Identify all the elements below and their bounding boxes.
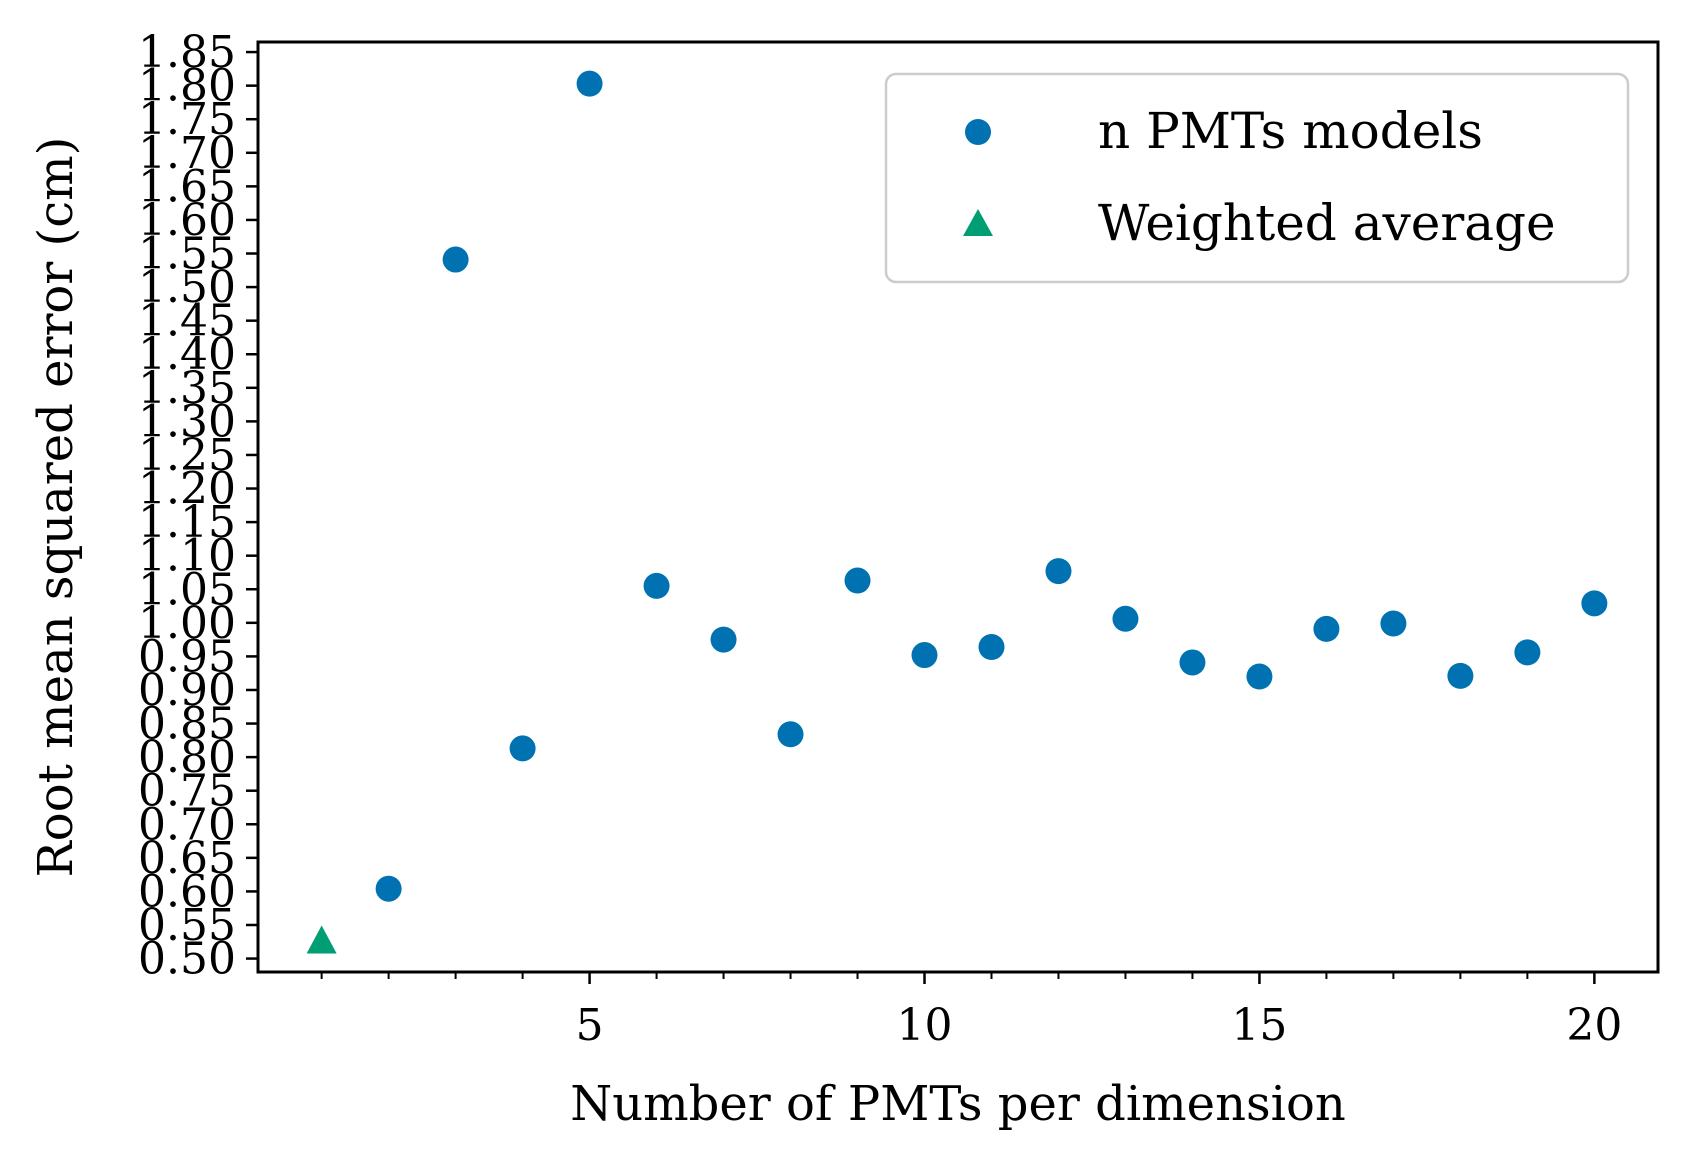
y-tick-label: 0.85 [138,699,236,750]
data-point-n-pmts-models [442,246,469,273]
y-tick-label: 1.40 [138,329,236,380]
y-tick-label: 1.15 [138,497,236,548]
data-point-weighted-average [306,925,337,954]
x-axis-ticks: 5 10 15 20 [320,972,1622,1051]
y-tick-label: 0.75 [138,766,236,817]
y-tick-label: 1.50 [138,262,236,313]
y-tick-label: 0.55 [138,900,236,951]
data-point-n-pmts-models [978,634,1005,661]
legend-entry-weighted-average: Weighted average [1098,194,1556,252]
y-tick-label: 1.30 [138,396,236,447]
y-tick-label: 0.65 [138,833,236,884]
legend-box [884,72,1630,284]
data-point-n-pmts-models [911,642,938,669]
y-tick-label: 1.80 [138,61,236,112]
y-tick-label: 0.70 [138,799,236,850]
data-point-n-pmts-models [1380,610,1407,637]
data-point-n-pmts-models [1313,615,1340,642]
y-tick-label: 1.20 [138,464,236,515]
legend-entry-n-pmts-models: n PMTs models [1098,102,1483,160]
data-point-n-pmts-models [375,875,402,902]
y-tick-label: 0.50 [138,934,236,985]
y-tick-label: 1.45 [138,296,236,347]
x-tick-label: 5 [576,1000,604,1051]
legend-marker-triangle [963,209,993,236]
y-tick-label: 1.85 [138,27,236,78]
data-point-n-pmts-models [1112,605,1139,632]
data-point-n-pmts-models [1447,662,1474,689]
y-tick-label: 1.60 [138,195,236,246]
y-tick-label: 1.25 [138,430,236,481]
y-tick-label: 1.65 [138,161,236,212]
y-tick-label: 0.60 [138,866,236,917]
data-point-n-pmts-models [576,70,603,97]
y-tick-label: 1.75 [138,94,236,145]
data-points [306,70,1608,954]
legend: n PMTs models Weighted average [884,72,1630,284]
data-point-n-pmts-models [844,567,871,594]
y-tick-label: 0.95 [138,631,236,682]
legend-marker-circle [965,119,991,145]
data-point-n-pmts-models [643,572,670,599]
y-tick-label: 0.80 [138,732,236,783]
data-point-n-pmts-models [1246,663,1273,690]
y-tick-label: 1.70 [138,128,236,179]
y-tick-label: 0.90 [138,665,236,716]
x-tick-label: 20 [1566,1000,1622,1051]
y-tick-label: 1.05 [138,564,236,615]
x-tick-label: 15 [1231,1000,1287,1051]
y-tick-label: 1.55 [138,229,236,280]
data-point-n-pmts-models [1581,590,1608,617]
y-tick-label: 1.10 [138,531,236,582]
y-tick-label: 1.00 [138,598,236,649]
x-tick-label: 10 [897,1000,953,1051]
y-tick-label: 1.35 [138,363,236,414]
y-axis-label: Root mean squared error (cm) [28,137,84,878]
plot-area-frame [256,40,1660,974]
x-axis-label: Number of PMTs per dimension [570,1076,1346,1132]
data-point-n-pmts-models [1179,649,1206,676]
data-point-n-pmts-models [509,735,536,762]
data-point-n-pmts-models [1514,639,1541,666]
data-point-n-pmts-models [777,721,804,748]
data-point-n-pmts-models [710,626,737,653]
data-point-n-pmts-models [1045,558,1072,585]
y-axis-ticks: 0.500.550.600.650.700.750.800.850.900.95… [138,27,258,985]
